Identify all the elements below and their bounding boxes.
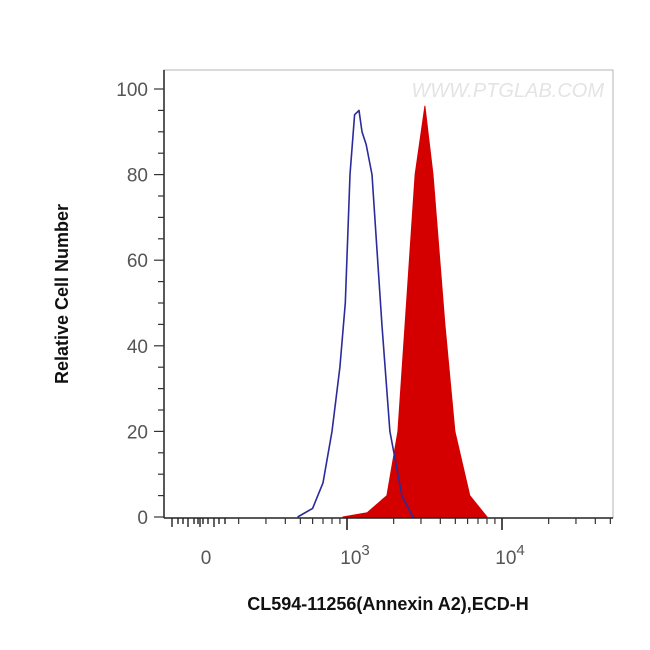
y-tick-label: 40 — [127, 337, 148, 358]
y-tick-label: 60 — [127, 251, 148, 272]
y-tick-label: 0 — [137, 508, 148, 529]
watermark: WWW.PTGLAB.COM — [411, 80, 604, 102]
y-tick-label: 100 — [116, 80, 148, 101]
plot-frame — [163, 69, 614, 519]
series-filled-histogram — [342, 105, 488, 518]
x-tick-exponent: 3 — [361, 542, 369, 559]
series-outline-histogram — [297, 109, 414, 518]
x-tick-label: 103 — [340, 542, 369, 569]
series-layer — [297, 105, 488, 518]
x-tick-label: 104 — [495, 542, 524, 569]
y-tick-label: 80 — [127, 166, 148, 187]
x-tick-label: 0 — [201, 548, 212, 569]
x-axis-label: CL594-11256(Annexin A2),ECD-H — [247, 594, 528, 614]
x-tick-base: 10 — [340, 548, 361, 569]
x-tick-base: 10 — [495, 548, 516, 569]
x-tick-exponent: 4 — [516, 542, 524, 559]
y-tick-label: 20 — [127, 422, 148, 443]
y-axis-label: Relative Cell Number — [52, 204, 72, 384]
x-tick-base: 0 — [201, 548, 212, 569]
